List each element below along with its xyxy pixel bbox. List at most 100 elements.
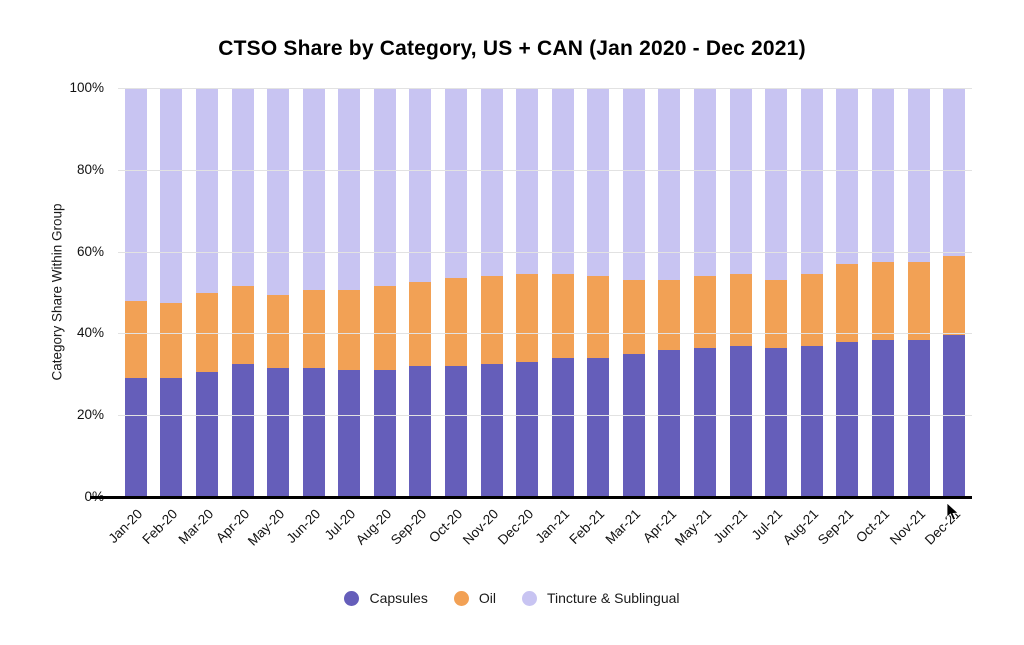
- stacked-bar-may-21: [694, 88, 717, 497]
- bar-segment-tincture-sublingual: [622, 88, 645, 281]
- bar-segment-tincture-sublingual: [694, 88, 717, 277]
- legend-item-oil[interactable]: Oil: [453, 590, 496, 606]
- legend-item-capsules[interactable]: Capsules: [344, 590, 428, 606]
- legend-dot-icon: [344, 590, 360, 606]
- bar-segment-capsules: [444, 366, 467, 497]
- bar-segment-capsules: [302, 368, 325, 497]
- legend-dot-icon: [453, 590, 469, 606]
- bar-segment-tincture-sublingual: [587, 88, 610, 277]
- stacked-bar-nov-20: [480, 88, 503, 497]
- bar-segment-oil: [622, 280, 645, 354]
- bar-segment-capsules: [480, 364, 503, 497]
- bar-segment-tincture-sublingual: [338, 88, 361, 291]
- bar-series-container: [118, 88, 972, 497]
- stacked-bar-jan-20: [124, 88, 147, 497]
- stacked-bar-mar-20: [195, 88, 218, 497]
- stacked-bar-dec-20: [516, 88, 539, 497]
- bar-segment-tincture-sublingual: [195, 88, 218, 293]
- stacked-bar-mar-21: [622, 88, 645, 497]
- bar-segment-capsules: [836, 341, 859, 497]
- bar-segment-oil: [871, 261, 894, 340]
- bar-segment-capsules: [267, 368, 290, 497]
- bar-segment-oil: [587, 276, 610, 358]
- stacked-bar-jul-20: [338, 88, 361, 497]
- bar-segment-tincture-sublingual: [231, 88, 254, 287]
- bar-segment-tincture-sublingual: [302, 88, 325, 291]
- bar-segment-capsules: [373, 370, 396, 497]
- bar-column-feb-21: [581, 88, 617, 497]
- bar-segment-capsules: [587, 357, 610, 497]
- bar-segment-tincture-sublingual: [729, 88, 752, 275]
- stacked-bar-nov-21: [907, 88, 930, 497]
- bar-segment-capsules: [124, 378, 147, 497]
- bar-segment-capsules: [729, 345, 752, 497]
- bar-segment-tincture-sublingual: [409, 88, 432, 283]
- gridline-40: [118, 333, 972, 335]
- bar-segment-oil: [729, 274, 752, 346]
- bar-segment-oil: [907, 261, 930, 340]
- bar-column-jun-20: [296, 88, 332, 497]
- bar-segment-oil: [836, 263, 859, 342]
- bar-segment-oil: [694, 276, 717, 348]
- bar-segment-oil: [302, 290, 325, 369]
- bar-column-feb-20: [154, 88, 190, 497]
- bar-segment-tincture-sublingual: [907, 88, 930, 262]
- bar-segment-tincture-sublingual: [160, 88, 183, 303]
- bar-segment-oil: [373, 286, 396, 371]
- stacked-bar-sep-20: [409, 88, 432, 497]
- bar-segment-tincture-sublingual: [480, 88, 503, 277]
- bar-column-mar-20: [189, 88, 225, 497]
- bar-segment-oil: [658, 280, 681, 350]
- bar-segment-capsules: [622, 353, 645, 497]
- bar-segment-tincture-sublingual: [551, 88, 574, 275]
- y-tick-label: 100%: [69, 80, 104, 95]
- bar-segment-oil: [338, 290, 361, 371]
- chart-title: CTSO Share by Category, US + CAN (Jan 20…: [218, 37, 806, 60]
- bar-segment-oil: [231, 286, 254, 365]
- bar-segment-oil: [444, 278, 467, 367]
- bar-column-jan-20: [118, 88, 154, 497]
- bar-column-jul-21: [758, 88, 794, 497]
- chart-legend: Capsules Oil Tincture & Sublingual: [0, 590, 1024, 606]
- x-axis-labels: Jan-20 Feb-20 Mar-20 Apr-20 May-20 Jun-20 Jul-…: [105, 504, 972, 564]
- bar-segment-tincture-sublingual: [943, 88, 966, 256]
- bar-segment-capsules: [516, 362, 539, 497]
- bar-column-jul-20: [331, 88, 367, 497]
- stacked-bar-feb-20: [160, 88, 183, 497]
- bar-column-sep-21: [830, 88, 866, 497]
- bar-column-aug-20: [367, 88, 403, 497]
- bar-segment-oil: [267, 294, 290, 369]
- bar-segment-oil: [551, 274, 574, 358]
- bar-segment-oil: [480, 276, 503, 365]
- mouse-cursor-icon: [946, 502, 959, 521]
- bar-segment-tincture-sublingual: [658, 88, 681, 281]
- bar-segment-capsules: [409, 366, 432, 497]
- bar-column-nov-20: [474, 88, 510, 497]
- bar-column-aug-21: [794, 88, 830, 497]
- gridline-20: [118, 415, 972, 417]
- bar-column-nov-21: [901, 88, 937, 497]
- bar-segment-capsules: [943, 335, 966, 497]
- bar-column-sep-20: [403, 88, 439, 497]
- bar-segment-capsules: [907, 339, 930, 497]
- bar-segment-tincture-sublingual: [516, 88, 539, 275]
- x-axis-line: [90, 496, 972, 499]
- bar-segment-capsules: [231, 364, 254, 497]
- stacked-bar-jun-20: [302, 88, 325, 497]
- legend-label: Oil: [478, 590, 496, 606]
- bar-segment-tincture-sublingual: [444, 88, 467, 279]
- bar-segment-oil: [160, 302, 183, 379]
- bar-segment-capsules: [551, 357, 574, 497]
- bar-segment-oil: [124, 300, 147, 379]
- legend-dot-icon: [521, 590, 537, 606]
- bar-segment-tincture-sublingual: [871, 88, 894, 262]
- legend-label: Capsules: [369, 590, 428, 606]
- bar-segment-tincture-sublingual: [836, 88, 859, 264]
- bar-column-jun-21: [723, 88, 759, 497]
- legend-item-tincture-sublingual[interactable]: Tincture & Sublingual: [521, 590, 680, 606]
- gridline-60: [118, 251, 972, 253]
- bar-segment-capsules: [658, 349, 681, 497]
- bar-column-dec-21: [936, 88, 972, 497]
- bar-column-oct-20: [438, 88, 474, 497]
- bar-segment-capsules: [694, 347, 717, 497]
